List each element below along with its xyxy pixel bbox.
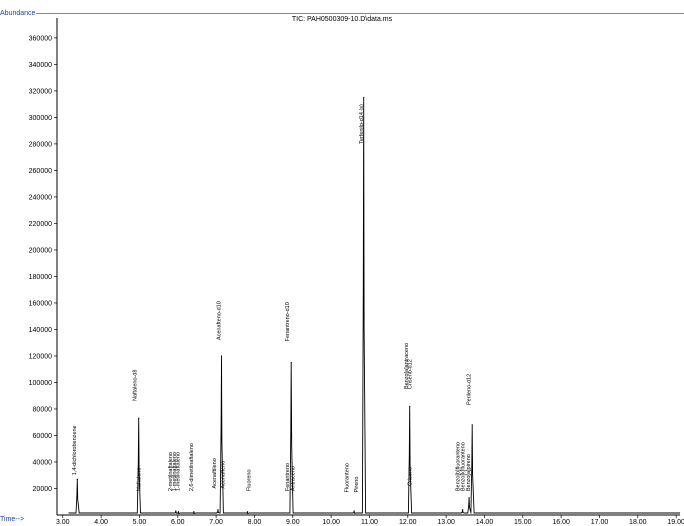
peak-label: 2-metilnaftaleno [168, 452, 174, 491]
y-tick-label: 20000 [33, 486, 53, 493]
x-tick-label: 9.00 [286, 519, 300, 526]
peak-label: Naftaleno [137, 468, 143, 492]
peak-point [217, 509, 219, 511]
x-tick-label: 17.00 [591, 519, 609, 526]
y-axis-label: Abundance [0, 10, 37, 17]
x-tick-label: 7.00 [209, 519, 223, 526]
peak-label: Criseno [408, 467, 414, 486]
x-tick-label: 8.00 [248, 519, 262, 526]
x-tick-label: 18.00 [629, 519, 647, 526]
peak-label: Fluoranteno [344, 463, 350, 492]
y-tick-label: 220000 [29, 221, 52, 228]
peak-label: Benzo[a]antraceno [404, 343, 410, 389]
tic-trace [68, 97, 680, 515]
peak-label: Acenaftileno [212, 458, 218, 488]
x-tick-label: 15.00 [514, 519, 532, 526]
peak-point [138, 417, 140, 419]
x-tick-label: 13.00 [437, 519, 455, 526]
y-ticks: 20000 40000 60000 80000 100000 120000 140000 16… [29, 35, 57, 493]
x-tick-label: 3.00 [56, 519, 70, 526]
peak-point [246, 511, 249, 513]
x-tick-label: 14.00 [476, 519, 494, 526]
x-axis-label: Time--> [0, 516, 25, 523]
peak-label: Benzo[k]fluoranteno [461, 442, 467, 491]
y-tick-label: 80000 [33, 406, 53, 413]
y-tick-label: 40000 [33, 459, 53, 466]
peak-label: Fenantreno [285, 463, 291, 491]
peak-label: Benzo[a]pireno [466, 454, 472, 491]
x-ticks: 3.00 4.00 5.00 6.00 7.00 8.00 9.00 10.00 11.00 12… [56, 515, 684, 526]
x-tick-label: 5.00 [133, 519, 147, 526]
peak-point [353, 510, 355, 512]
peak-label: Fenantreno-d10 [285, 302, 291, 341]
x-tick-label: 19.00 [667, 519, 684, 526]
y-tick-label: 260000 [29, 168, 52, 175]
x-tick-label: 16.00 [552, 519, 570, 526]
x-tick-label: 11.00 [361, 519, 378, 526]
x-tick-label: 12.00 [399, 519, 417, 526]
peak-point [468, 497, 470, 499]
peak-label: 1,4-dichlorobenzene [72, 425, 78, 475]
y-tick-label: 300000 [29, 115, 52, 122]
peak-point [193, 511, 195, 513]
peak-label: Fluoreno [247, 469, 253, 491]
peak-point [290, 361, 292, 364]
peak-label: 2,6-dimetilnaftaleno [189, 443, 195, 491]
y-tick-label: 180000 [29, 274, 52, 281]
peak-labels: 1,4-dichlorobenzene Naftaleno-d8 Naftaleno… [72, 104, 473, 492]
y-tick-label: 280000 [29, 141, 52, 148]
y-tick-label: 60000 [33, 433, 53, 440]
x-tick-label: 4.00 [94, 519, 108, 526]
axes [56, 18, 680, 516]
peak-label: 1-metilnaftaleno [176, 452, 182, 491]
y-tick-label: 240000 [29, 194, 52, 201]
peak-label: Naftaleno-d8 [133, 370, 139, 402]
peak-point [363, 96, 365, 99]
peak-label: Terfenilo-d14 (s) [359, 104, 365, 144]
peak-point [462, 509, 464, 511]
y-tick-label: 200000 [29, 247, 52, 254]
peak-point [76, 478, 78, 480]
peak-point [471, 424, 473, 426]
x-tick-label: 6.00 [171, 519, 185, 526]
peak-label: Benzo[b]fluoranteno [456, 442, 462, 491]
chart-title: TIC: PAH0500309-10.D\data.ms [291, 16, 393, 23]
y-tick-label: 100000 [29, 380, 52, 387]
peak-label: Antraceno [291, 466, 297, 491]
peak-point [175, 510, 177, 512]
peak-point [177, 511, 180, 513]
peak-label: Acenafteno-d10 [217, 301, 223, 340]
peak-label: Perileno-d12 [467, 374, 473, 405]
trace-group [68, 96, 680, 515]
y-tick-label: 120000 [29, 353, 52, 360]
y-tick-label: 340000 [29, 62, 52, 69]
peak-label: Acenafteno [221, 461, 227, 489]
peak-label: Pireno [354, 477, 360, 493]
top-border-line [0, 13, 684, 14]
y-tick-label: 140000 [29, 327, 52, 334]
peak-label: 1-metilnaftaleno [172, 452, 178, 491]
y-tick-label: 320000 [29, 88, 52, 95]
peak-label: Criseno-d12 [408, 359, 414, 389]
peak-point [220, 355, 223, 357]
peak-point [409, 405, 411, 407]
y-tick-label: 360000 [29, 35, 52, 42]
x-tick-label: 10.00 [322, 519, 340, 526]
y-tick-label: 160000 [29, 300, 52, 307]
